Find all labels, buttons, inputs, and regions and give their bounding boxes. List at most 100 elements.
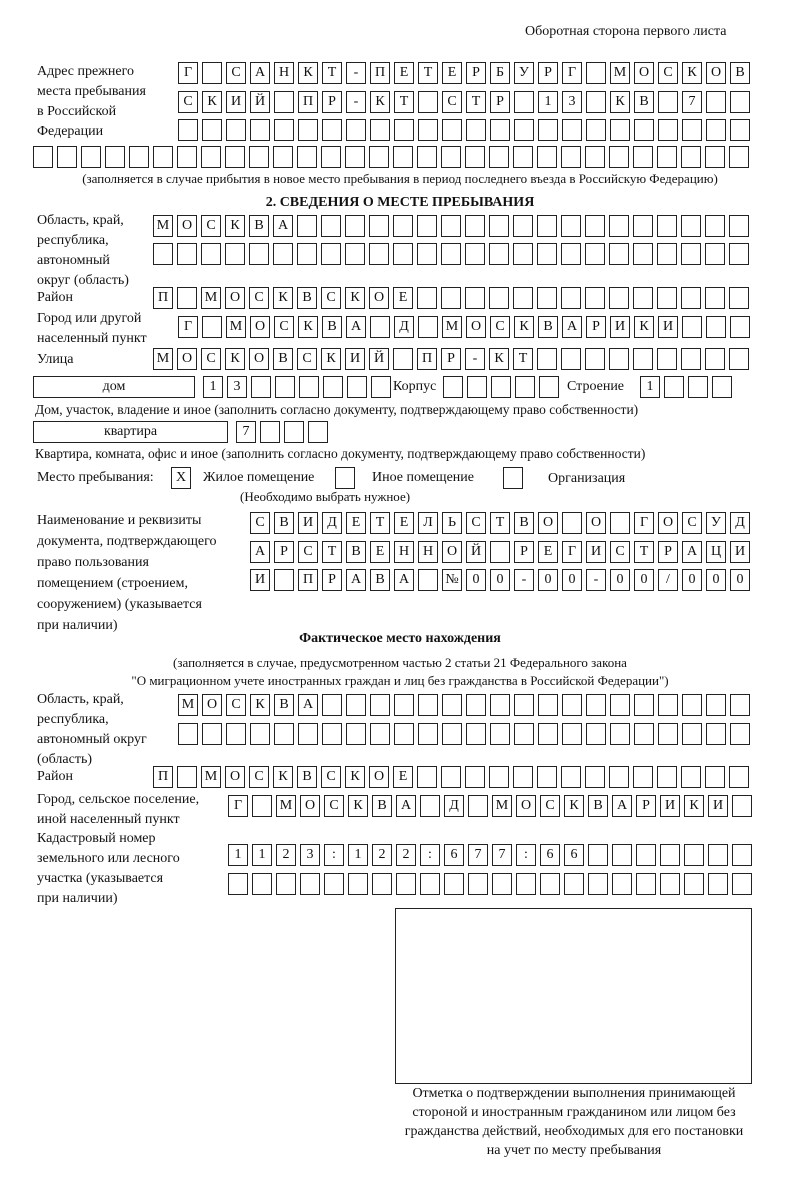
char-box[interactable]: М: [153, 215, 173, 237]
char-box[interactable]: [585, 215, 605, 237]
char-box[interactable]: [489, 287, 509, 309]
char-box[interactable]: Т: [634, 541, 654, 563]
char-box[interactable]: О: [586, 512, 606, 534]
char-box[interactable]: [300, 873, 320, 895]
char-box[interactable]: Г: [634, 512, 654, 534]
char-box[interactable]: [250, 723, 270, 745]
char-box[interactable]: [284, 421, 304, 443]
char-box[interactable]: [321, 215, 341, 237]
char-box[interactable]: [417, 766, 437, 788]
char-box[interactable]: О: [466, 316, 486, 338]
char-box[interactable]: С: [226, 62, 246, 84]
char-box[interactable]: [465, 766, 485, 788]
char-box[interactable]: [202, 119, 222, 141]
char-box[interactable]: Д: [444, 795, 464, 817]
char-box[interactable]: [681, 243, 701, 265]
char-box[interactable]: В: [274, 512, 294, 534]
char-box[interactable]: [298, 119, 318, 141]
char-box[interactable]: О: [538, 512, 558, 534]
char-box[interactable]: [177, 243, 197, 265]
char-box[interactable]: [393, 243, 413, 265]
char-box[interactable]: [561, 348, 581, 370]
char-box[interactable]: [537, 146, 557, 168]
char-box[interactable]: 0: [610, 569, 630, 591]
char-box[interactable]: Т: [322, 541, 342, 563]
char-box[interactable]: [585, 243, 605, 265]
char-box[interactable]: Р: [514, 541, 534, 563]
char-box[interactable]: [586, 723, 606, 745]
char-box[interactable]: [664, 376, 684, 398]
char-box[interactable]: 1: [538, 91, 558, 113]
char-box[interactable]: 1: [640, 376, 660, 398]
char-box[interactable]: [657, 243, 677, 265]
char-box[interactable]: [537, 287, 557, 309]
char-box[interactable]: [658, 91, 678, 113]
char-box[interactable]: У: [706, 512, 726, 534]
char-box[interactable]: [468, 873, 488, 895]
char-box[interactable]: С: [321, 287, 341, 309]
char-box[interactable]: [609, 766, 629, 788]
char-box[interactable]: [708, 844, 728, 866]
char-box[interactable]: [202, 62, 222, 84]
char-box[interactable]: И: [250, 569, 270, 591]
apartment-type-field[interactable]: квартира: [33, 421, 228, 443]
char-box[interactable]: 0: [730, 569, 750, 591]
char-box[interactable]: [466, 723, 486, 745]
char-box[interactable]: С: [250, 512, 270, 534]
char-box[interactable]: Е: [393, 287, 413, 309]
char-box[interactable]: [370, 694, 390, 716]
char-box[interactable]: [345, 146, 365, 168]
char-box[interactable]: [538, 119, 558, 141]
char-box[interactable]: К: [298, 316, 318, 338]
char-box[interactable]: [298, 723, 318, 745]
char-box[interactable]: [202, 723, 222, 745]
char-box[interactable]: К: [370, 91, 390, 113]
char-box[interactable]: [273, 146, 293, 168]
char-box[interactable]: [564, 873, 584, 895]
char-box[interactable]: У: [514, 62, 534, 84]
char-box[interactable]: [561, 766, 581, 788]
char-box[interactable]: С: [321, 766, 341, 788]
char-box[interactable]: [129, 146, 149, 168]
char-box[interactable]: [490, 694, 510, 716]
char-box[interactable]: 2: [276, 844, 296, 866]
char-box[interactable]: [322, 723, 342, 745]
char-box[interactable]: [658, 694, 678, 716]
char-box[interactable]: [490, 119, 510, 141]
char-box[interactable]: [345, 243, 365, 265]
char-box[interactable]: Р: [538, 62, 558, 84]
char-box[interactable]: М: [492, 795, 512, 817]
char-box[interactable]: [609, 348, 629, 370]
char-box[interactable]: [513, 146, 533, 168]
char-box[interactable]: [369, 146, 389, 168]
char-box[interactable]: 7: [236, 421, 256, 443]
char-box[interactable]: 0: [466, 569, 486, 591]
char-box[interactable]: [515, 376, 535, 398]
char-box[interactable]: [706, 316, 726, 338]
char-box[interactable]: П: [298, 569, 318, 591]
char-box[interactable]: [657, 766, 677, 788]
char-box[interactable]: В: [514, 512, 534, 534]
char-box[interactable]: С: [442, 91, 462, 113]
char-box[interactable]: [251, 376, 271, 398]
char-box[interactable]: Т: [490, 512, 510, 534]
char-box[interactable]: [706, 694, 726, 716]
char-box[interactable]: С: [324, 795, 344, 817]
char-box[interactable]: О: [369, 766, 389, 788]
char-box[interactable]: [658, 723, 678, 745]
char-box[interactable]: А: [273, 215, 293, 237]
char-box[interactable]: [81, 146, 101, 168]
char-box[interactable]: :: [324, 844, 344, 866]
char-box[interactable]: [708, 873, 728, 895]
char-box[interactable]: [324, 873, 344, 895]
char-box[interactable]: Т: [418, 62, 438, 84]
char-box[interactable]: -: [465, 348, 485, 370]
char-box[interactable]: С: [249, 287, 269, 309]
char-box[interactable]: Р: [490, 91, 510, 113]
char-box[interactable]: [490, 723, 510, 745]
char-box[interactable]: И: [610, 316, 630, 338]
char-box[interactable]: [443, 376, 463, 398]
char-box[interactable]: [394, 119, 414, 141]
char-box[interactable]: [489, 146, 509, 168]
char-box[interactable]: [442, 723, 462, 745]
